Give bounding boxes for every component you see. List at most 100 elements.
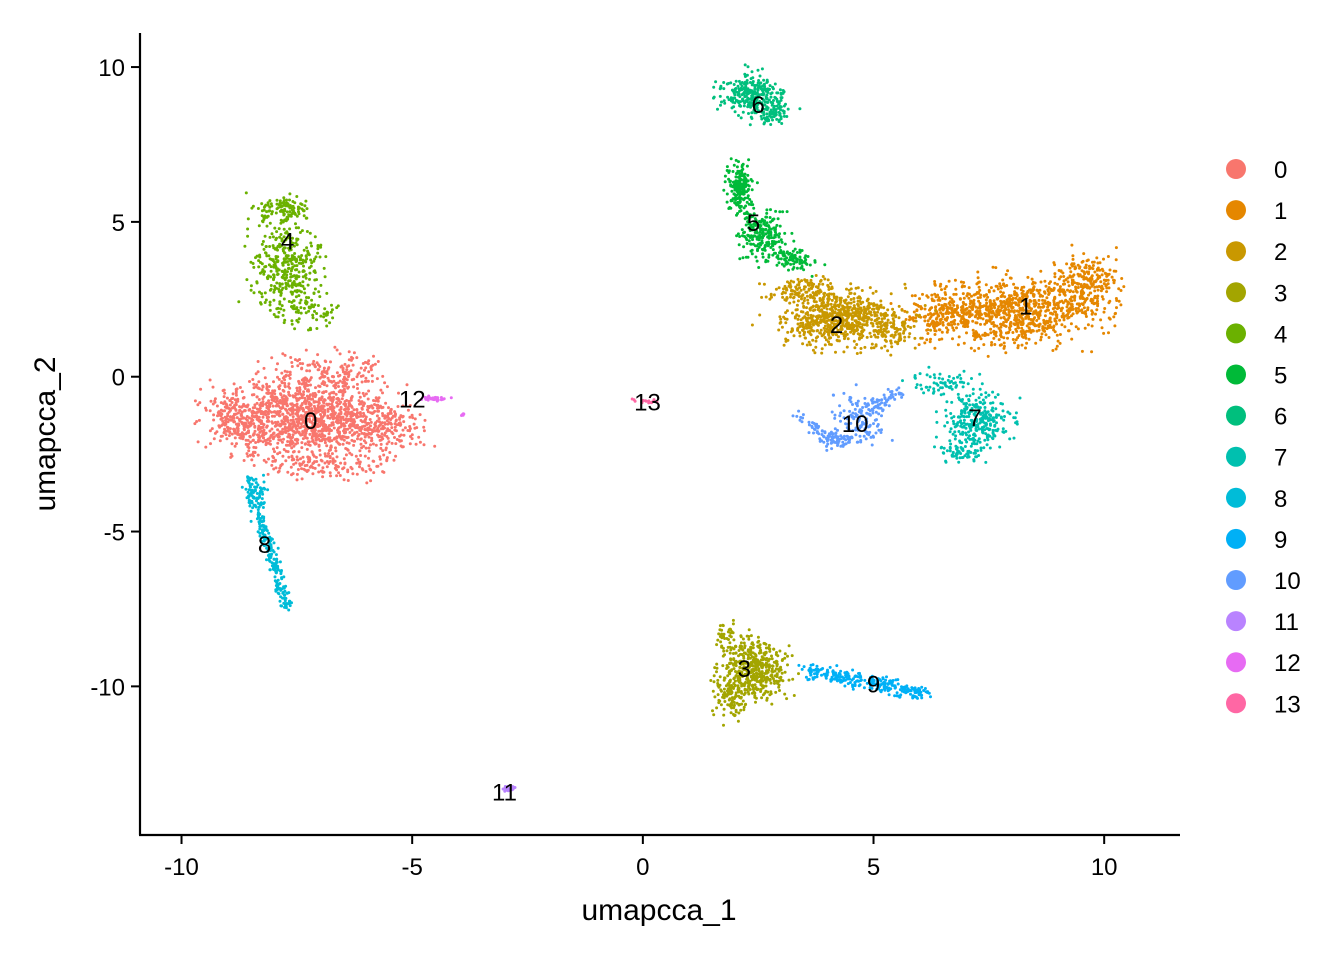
data-point bbox=[772, 293, 776, 297]
data-point bbox=[385, 456, 389, 460]
data-point bbox=[737, 649, 741, 652]
data-point bbox=[954, 287, 958, 291]
data-point bbox=[739, 641, 743, 645]
data-point bbox=[292, 424, 296, 428]
data-point bbox=[852, 304, 856, 308]
data-point bbox=[850, 321, 854, 325]
data-point bbox=[352, 443, 356, 447]
data-point bbox=[246, 438, 250, 442]
data-point bbox=[313, 409, 317, 413]
data-point bbox=[343, 461, 347, 465]
data-point bbox=[1042, 305, 1046, 308]
data-point bbox=[852, 325, 856, 329]
data-point bbox=[295, 427, 299, 431]
data-point bbox=[1040, 332, 1044, 336]
data-point bbox=[952, 310, 956, 314]
data-point bbox=[941, 315, 945, 319]
data-point bbox=[422, 425, 426, 429]
data-point bbox=[1035, 319, 1039, 322]
data-point bbox=[1054, 319, 1058, 323]
data-point bbox=[370, 374, 374, 378]
data-point bbox=[978, 309, 982, 313]
data-point bbox=[299, 406, 302, 410]
data-point bbox=[1084, 266, 1088, 270]
data-point bbox=[318, 406, 322, 409]
data-point bbox=[399, 433, 403, 437]
data-point bbox=[801, 301, 805, 305]
data-point bbox=[360, 425, 364, 429]
data-point bbox=[314, 442, 318, 446]
data-point bbox=[253, 429, 257, 433]
data-point bbox=[722, 649, 726, 653]
data-point bbox=[1006, 269, 1010, 273]
data-point bbox=[842, 310, 846, 313]
data-point bbox=[947, 311, 951, 315]
data-point bbox=[289, 465, 293, 469]
data-point bbox=[1057, 289, 1061, 293]
data-point bbox=[789, 285, 793, 288]
data-point bbox=[335, 455, 339, 459]
data-point bbox=[251, 418, 255, 422]
data-point bbox=[337, 390, 341, 394]
data-point bbox=[346, 375, 350, 379]
data-point bbox=[386, 422, 390, 426]
data-point bbox=[276, 428, 280, 432]
data-point bbox=[219, 401, 223, 405]
data-point bbox=[936, 322, 939, 326]
data-point bbox=[827, 340, 830, 344]
data-point bbox=[257, 427, 261, 431]
data-point bbox=[790, 311, 794, 315]
data-point bbox=[268, 409, 272, 413]
data-point bbox=[815, 329, 819, 333]
data-point bbox=[764, 651, 768, 655]
data-point bbox=[1119, 303, 1123, 307]
data-point bbox=[930, 293, 934, 297]
data-point bbox=[983, 312, 987, 315]
data-point bbox=[1082, 270, 1086, 274]
data-point bbox=[304, 411, 308, 415]
data-point bbox=[350, 404, 353, 408]
data-point bbox=[235, 416, 239, 420]
data-point bbox=[310, 261, 314, 265]
data-point bbox=[1100, 295, 1104, 299]
data-point bbox=[1071, 254, 1075, 258]
data-point bbox=[378, 420, 381, 424]
data-point bbox=[283, 270, 287, 274]
data-point bbox=[947, 279, 951, 283]
cluster-4-points bbox=[237, 191, 340, 332]
data-point bbox=[944, 285, 948, 288]
data-point bbox=[758, 674, 762, 678]
data-point bbox=[255, 281, 259, 285]
data-point bbox=[356, 437, 359, 441]
data-point bbox=[298, 386, 302, 390]
data-point bbox=[238, 386, 242, 389]
data-point bbox=[1026, 275, 1030, 279]
data-point bbox=[956, 322, 960, 326]
data-point bbox=[1067, 329, 1071, 333]
data-point bbox=[975, 282, 979, 286]
data-point bbox=[1101, 297, 1105, 301]
data-point bbox=[362, 401, 366, 405]
data-point bbox=[221, 416, 224, 420]
data-point bbox=[366, 362, 370, 366]
data-point bbox=[344, 384, 347, 388]
data-point bbox=[371, 442, 375, 446]
data-point bbox=[819, 318, 823, 322]
data-point bbox=[312, 432, 316, 436]
data-point bbox=[1053, 317, 1057, 321]
data-point bbox=[802, 287, 806, 291]
data-point bbox=[994, 313, 998, 317]
data-point bbox=[1004, 273, 1008, 276]
data-point bbox=[734, 691, 738, 695]
data-point bbox=[344, 418, 348, 422]
data-point bbox=[345, 414, 349, 418]
data-point bbox=[1055, 333, 1059, 337]
data-point bbox=[329, 407, 333, 411]
data-point bbox=[379, 462, 383, 466]
data-point bbox=[938, 318, 942, 322]
data-point bbox=[242, 424, 246, 428]
data-point bbox=[1059, 309, 1063, 313]
data-point bbox=[277, 310, 281, 314]
data-point bbox=[1039, 335, 1043, 339]
data-point bbox=[792, 296, 795, 300]
